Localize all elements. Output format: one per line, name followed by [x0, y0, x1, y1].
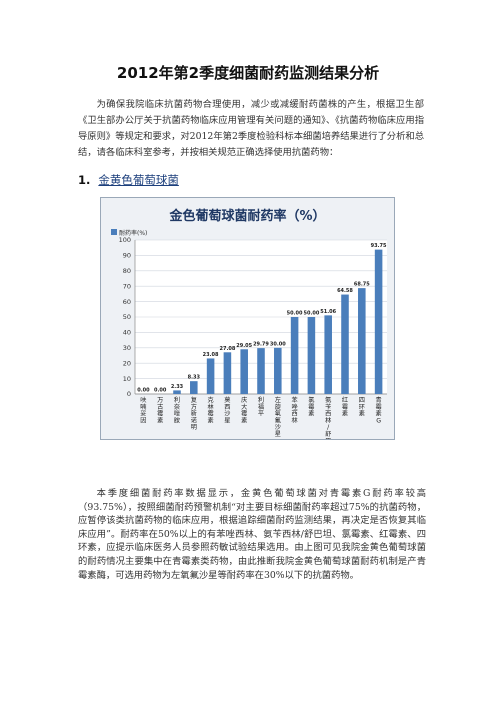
data-label: 23.08	[203, 352, 219, 358]
y-tick-label: 0	[127, 390, 131, 398]
data-label: 0.00	[137, 388, 150, 394]
section-number: 1.	[78, 173, 91, 187]
bar	[290, 317, 299, 394]
data-label: 0.00	[154, 388, 167, 394]
y-tick-label: 90	[123, 252, 131, 260]
bar	[173, 390, 181, 394]
document-title: 2012年第2季度细菌耐药监测结果分析	[116, 64, 380, 82]
data-label: 2.33	[171, 384, 184, 390]
category-label: 左旋氧氟沙星	[275, 396, 281, 438]
data-label: 93.75	[371, 243, 387, 249]
category-label: 红霉素	[342, 396, 348, 418]
data-label: 51.06	[320, 309, 336, 315]
y-tick-label: 70	[123, 282, 131, 290]
bar	[307, 317, 316, 394]
bar	[274, 347, 282, 394]
y-tick-label: 40	[123, 329, 131, 337]
y-tick-label: 10	[123, 375, 131, 383]
chart-svg: 金色葡萄球菌耐药率（%） 耐药率(%) 0 10 20 30 40 50 60 70 80 90 100…	[101, 198, 394, 439]
data-label: 29.79	[253, 342, 269, 348]
intro-paragraph: 为确保我院临床抗菌药物合理使用，减少或减缓耐药菌株的产生，根据卫生部《卫生部办公…	[78, 99, 424, 158]
data-label: 64.58	[337, 288, 353, 294]
section-heading: 1. 金黄色葡萄球菌	[78, 172, 179, 188]
analysis-paragraph: 本季度细菌耐药率数据显示，金黄色葡萄球菌对青霉素G耐药率较高（93.75%），按…	[78, 488, 426, 581]
bar	[190, 381, 198, 394]
category-label: 青霉素 G	[376, 396, 382, 424]
category-label: 呋喃妥因	[140, 396, 147, 424]
y-tick-label: 30	[123, 344, 131, 352]
category-label: 莫西沙星	[224, 396, 230, 424]
category-label: 万古霉素	[157, 397, 163, 424]
data-label: 30.00	[270, 341, 286, 347]
category-label: 苯唑西林	[292, 396, 298, 424]
bar	[324, 315, 332, 394]
legend-label: 耐药率(%)	[119, 229, 147, 237]
y-tick-label: 20	[123, 359, 131, 367]
y-tick-label: 80	[123, 267, 131, 275]
y-tick-label: 50	[123, 313, 131, 321]
category-label: 四环素	[359, 397, 365, 418]
data-label: 8.33	[188, 375, 201, 381]
category-label: 利福平	[258, 396, 264, 418]
y-tick-label: 60	[123, 298, 131, 306]
data-label: 50.00	[287, 311, 303, 317]
bar	[257, 348, 265, 394]
data-label: 27.08	[219, 346, 235, 352]
data-label: 50.00	[303, 311, 319, 317]
category-label: 复方新诺明	[191, 396, 197, 431]
category-label: 氯霉素	[308, 396, 314, 418]
resistance-chart: 金色葡萄球菌耐药率（%） 耐药率(%) 0 10 20 30 40 50 60 70 80 90 100…	[100, 197, 395, 440]
chart-title: 金色葡萄球菌耐药率（%）	[168, 208, 325, 224]
data-label: 29.05	[236, 343, 252, 349]
category-label: 氨苄西林/舒巴坦	[325, 396, 331, 439]
section-title: 金黄色葡萄球菌	[98, 173, 179, 187]
bar	[374, 249, 383, 394]
category-label: 利奈唑胺	[174, 396, 180, 424]
category-label: 克林霉素	[208, 396, 214, 424]
bar	[206, 358, 215, 394]
category-label: 庆大霉素	[241, 396, 247, 424]
bar	[240, 349, 248, 394]
bar	[341, 294, 349, 394]
bar	[223, 352, 232, 394]
y-tick-label: 100	[119, 236, 131, 244]
bar	[358, 288, 366, 394]
legend-swatch	[111, 229, 117, 235]
data-label: 68.75	[354, 282, 370, 288]
